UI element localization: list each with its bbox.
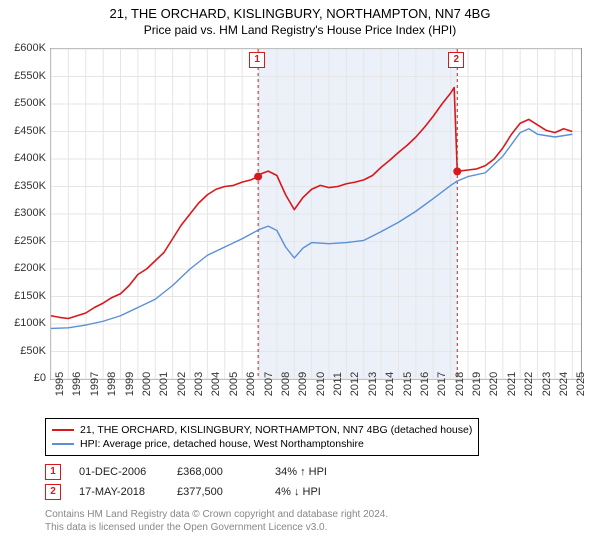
transaction-date: 17-MAY-2018: [79, 486, 159, 498]
x-tick-label: 2021: [506, 372, 518, 396]
y-tick-label: £200K: [4, 262, 46, 274]
x-tick-label: 2001: [158, 372, 170, 396]
y-tick-label: £300K: [4, 207, 46, 219]
transaction-delta: 34% ↑ HPI: [275, 466, 355, 478]
legend-item-property: 21, THE ORCHARD, KISLINGBURY, NORTHAMPTO…: [52, 423, 472, 437]
x-tick-label: 2005: [228, 372, 240, 396]
legend: 21, THE ORCHARD, KISLINGBURY, NORTHAMPTO…: [45, 418, 479, 456]
transaction-date: 01-DEC-2006: [79, 466, 159, 478]
x-tick-label: 2014: [384, 372, 396, 396]
y-tick-label: £350K: [4, 180, 46, 192]
event-marker-1: 1: [249, 52, 265, 68]
x-tick-label: 2010: [315, 372, 327, 396]
y-tick-label: £550K: [4, 70, 46, 82]
y-tick-label: £450K: [4, 125, 46, 137]
x-tick-label: 2018: [454, 372, 466, 396]
x-tick-label: 2011: [332, 372, 344, 396]
chart-title: 21, THE ORCHARD, KISLINGBURY, NORTHAMPTO…: [0, 0, 600, 23]
x-tick-label: 2017: [436, 372, 448, 396]
transaction-marker: 1: [45, 464, 61, 480]
x-tick-label: 2009: [297, 372, 309, 396]
legend-label-property: 21, THE ORCHARD, KISLINGBURY, NORTHAMPTO…: [80, 424, 472, 436]
transaction-row: 1 01-DEC-2006 £368,000 34% ↑ HPI: [45, 462, 355, 482]
x-tick-label: 2016: [419, 372, 431, 396]
x-tick-label: 2019: [471, 372, 483, 396]
x-tick-label: 2006: [245, 372, 257, 396]
y-tick-label: £150K: [4, 290, 46, 302]
x-tick-label: 2023: [541, 372, 553, 396]
x-tick-label: 1999: [124, 372, 136, 396]
x-tick-label: 2022: [523, 372, 535, 396]
y-tick-label: £100K: [4, 317, 46, 329]
x-tick-label: 2002: [176, 372, 188, 396]
x-tick-label: 1995: [54, 372, 66, 396]
x-tick-label: 2004: [210, 372, 222, 396]
event-marker-2: 2: [448, 52, 464, 68]
x-tick-label: 1996: [71, 372, 83, 396]
chart-plot-area: [50, 48, 582, 380]
y-tick-label: £50K: [4, 345, 46, 357]
y-tick-label: £600K: [4, 42, 46, 54]
footer-attribution: Contains HM Land Registry data © Crown c…: [45, 508, 388, 534]
x-tick-label: 1997: [89, 372, 101, 396]
chart-svg: [51, 49, 581, 379]
legend-label-hpi: HPI: Average price, detached house, West…: [80, 438, 364, 450]
x-tick-label: 2003: [193, 372, 205, 396]
x-tick-label: 1998: [106, 372, 118, 396]
x-tick-label: 2013: [367, 372, 379, 396]
transaction-price: £368,000: [177, 466, 257, 478]
transaction-row: 2 17-MAY-2018 £377,500 4% ↓ HPI: [45, 482, 355, 502]
x-tick-label: 2012: [349, 372, 361, 396]
x-tick-label: 2015: [402, 372, 414, 396]
legend-item-hpi: HPI: Average price, detached house, West…: [52, 437, 472, 451]
y-tick-label: £400K: [4, 152, 46, 164]
x-tick-label: 2000: [141, 372, 153, 396]
x-tick-label: 2024: [558, 372, 570, 396]
y-tick-label: £250K: [4, 235, 46, 247]
x-tick-label: 2007: [263, 372, 275, 396]
footer-line2: This data is licensed under the Open Gov…: [45, 521, 388, 534]
transaction-price: £377,500: [177, 486, 257, 498]
transaction-delta: 4% ↓ HPI: [275, 486, 355, 498]
x-tick-label: 2025: [575, 372, 587, 396]
chart-subtitle: Price paid vs. HM Land Registry's House …: [0, 23, 600, 41]
transaction-marker: 2: [45, 484, 61, 500]
transactions-table: 1 01-DEC-2006 £368,000 34% ↑ HPI 2 17-MAY-201…: [45, 462, 355, 502]
footer-line1: Contains HM Land Registry data © Crown c…: [45, 508, 388, 521]
y-tick-label: £0: [4, 372, 46, 384]
x-tick-label: 2020: [488, 372, 500, 396]
legend-swatch-hpi: [52, 443, 74, 445]
legend-swatch-property: [52, 429, 74, 431]
y-tick-label: £500K: [4, 97, 46, 109]
x-tick-label: 2008: [280, 372, 292, 396]
